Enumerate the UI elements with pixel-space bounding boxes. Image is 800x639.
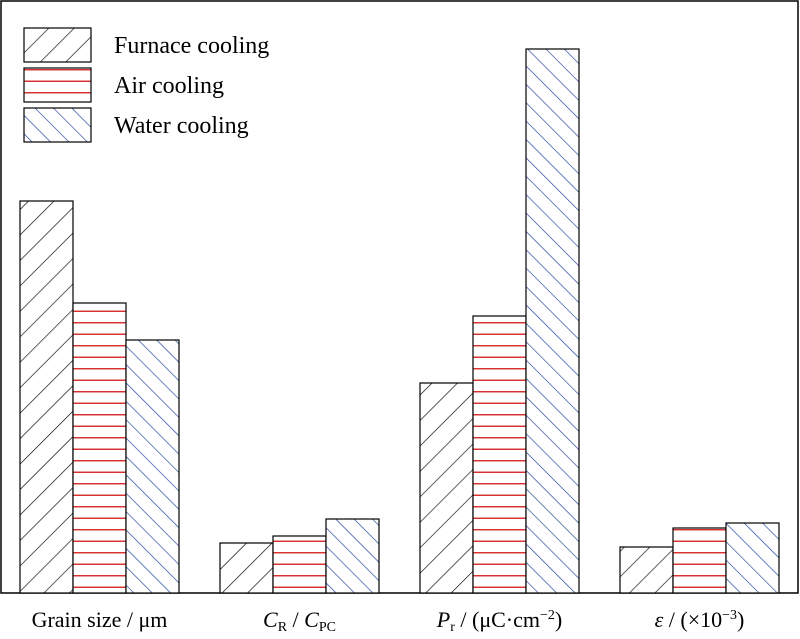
bar-furnace-cooling-4: [619, 546, 674, 594]
bar-furnace-cooling-2: [219, 542, 274, 594]
legend-swatch-furnace-cooling: [23, 27, 92, 63]
x-tick-label-1: Grain size / μm: [32, 607, 168, 632]
legend-label-air-cooling: Air cooling: [114, 73, 224, 99]
legend-label-water-cooling: Water cooling: [114, 113, 249, 139]
legend-swatch-water-cooling: [23, 107, 92, 143]
bar-water-cooling-1: [125, 339, 180, 594]
legend-swatch-air-cooling: [23, 67, 92, 103]
bar-air-cooling-3: [472, 315, 527, 594]
plot-frame: [0, 0, 799, 594]
bar-air-cooling-1: [72, 302, 127, 594]
category-labels: Grain size / μm CR / CPC Pr / (μC·cm−2) ε /…: [32, 607, 745, 635]
x-tick-label-3: Pr / (μC·cm−2): [436, 607, 562, 635]
bar-air-cooling-4: [672, 527, 727, 594]
bar-water-cooling-2: [325, 518, 380, 594]
legend-label-furnace-cooling: Furnace cooling: [114, 33, 269, 59]
x-tick-label-2: CR / CPC: [263, 607, 336, 635]
bar-furnace-cooling-1: [19, 200, 74, 594]
bar-air-cooling-2: [272, 535, 327, 594]
x-tick-label-4: ε / (×10−3): [655, 607, 745, 632]
legend: Furnace cooling Air cooling Water cooling: [23, 27, 269, 143]
bar-furnace-cooling-3: [419, 382, 474, 594]
bars-group: [19, 48, 780, 594]
bar-water-cooling-3: [525, 48, 580, 594]
bar-water-cooling-4: [725, 522, 780, 594]
